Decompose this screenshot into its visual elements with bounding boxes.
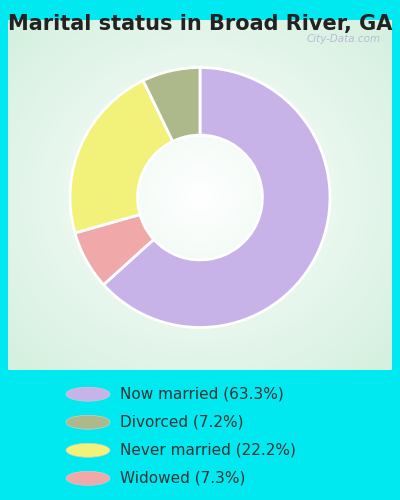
Text: Never married (22.2%): Never married (22.2%) xyxy=(120,443,296,458)
Text: Marital status in Broad River, GA: Marital status in Broad River, GA xyxy=(8,14,392,34)
Circle shape xyxy=(66,415,110,429)
Text: Divorced (7.2%): Divorced (7.2%) xyxy=(120,414,244,430)
Wedge shape xyxy=(70,80,173,233)
Circle shape xyxy=(66,472,110,486)
Wedge shape xyxy=(104,68,330,328)
Circle shape xyxy=(66,387,110,401)
Wedge shape xyxy=(143,68,200,142)
Text: Widowed (7.3%): Widowed (7.3%) xyxy=(120,471,245,486)
Wedge shape xyxy=(75,214,154,284)
Text: Now married (63.3%): Now married (63.3%) xyxy=(120,386,284,402)
Circle shape xyxy=(66,444,110,458)
Text: City-Data.com: City-Data.com xyxy=(306,34,380,44)
